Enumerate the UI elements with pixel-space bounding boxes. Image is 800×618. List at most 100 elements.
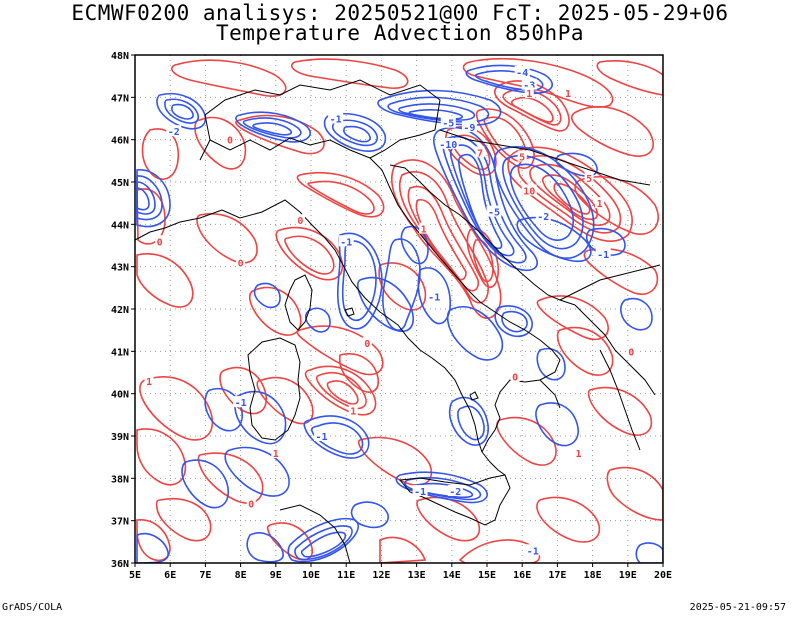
contour-label-bg [514, 65, 530, 77]
lat-lon-grid [135, 55, 663, 563]
contour-label: 1 [146, 377, 152, 388]
lat-tick-label: 38N [111, 474, 129, 485]
contour-label: -1 [414, 487, 426, 498]
contour-label-bg [535, 209, 551, 221]
lat-tick-label: 43N [111, 263, 129, 274]
lat-tick-label: 40N [111, 390, 129, 401]
lat-tick-label: 48N [111, 51, 129, 62]
contour-label: 1 [421, 225, 427, 236]
contour-label-bg [338, 235, 354, 247]
lat-tick-label: 45N [111, 178, 129, 189]
lon-tick-label: 11E [337, 570, 355, 581]
contour-label: 0 [238, 258, 244, 269]
contour-label-bg [155, 235, 165, 247]
contour-label-bg [584, 171, 594, 183]
contour-label-bg [426, 290, 442, 302]
contour-label-bg [419, 222, 429, 234]
contour-label-bg [574, 446, 584, 458]
contour-labels: -2 -1 -5 -9 -10 -4 -3 -2 -5 -1 -1 -2 -1 -1 -1 -1 -1 1 1 5 5 1… [144, 65, 636, 557]
contour-label-bg [233, 396, 249, 408]
contour-label-bg [236, 256, 246, 268]
contour-label-bg [510, 370, 520, 382]
contour-label: -1 [316, 432, 328, 443]
contour-label: 1 [273, 449, 279, 460]
contour-label: 1 [565, 89, 571, 100]
contour-label-bg [362, 336, 372, 348]
contour-label-bg [225, 133, 235, 145]
contour-label-bg [461, 120, 477, 132]
lon-tick-label: 8E [235, 570, 247, 581]
contour-label-bg [166, 125, 182, 137]
contour-label-bg [348, 404, 358, 416]
contour-label-bg [246, 497, 256, 509]
lon-tick-label: 14E [443, 570, 461, 581]
contour-label: -1 [428, 292, 440, 303]
contour-label: -1 [235, 398, 247, 409]
contour-label: -9 [463, 123, 475, 134]
lat-tick-label: 41N [111, 347, 129, 358]
lon-tick-label: 18E [584, 570, 602, 581]
contour-label-bg [328, 112, 344, 124]
contour-label-bg [521, 184, 537, 196]
longitude-labels: 5E 6E 7E 8E 9E 10E 11E 12E 13E 14E 15E 16E 17E 18E 19E… [129, 570, 672, 581]
contour-label-bg [437, 137, 459, 149]
contour-label: 1 [576, 449, 582, 460]
contour-label: -1 [597, 250, 609, 261]
contour-label-bg [314, 430, 330, 441]
lat-tick-label: 37N [111, 517, 129, 528]
lon-tick-label: 5E [129, 570, 141, 581]
contour-label-bg [626, 345, 636, 357]
chart-title: ECMWF0200 analisys: 20250521@00 FcT: 202… [71, 1, 729, 25]
lat-tick-label: 47N [111, 93, 129, 104]
contour-label-bg [271, 446, 281, 458]
contour-label: -10 [439, 140, 457, 151]
contour-label-bg [521, 78, 537, 90]
contour-label: 0 [157, 237, 163, 248]
lon-tick-label: 15E [478, 570, 496, 581]
footer-credit: GrADS/COLA [2, 602, 63, 613]
contour-label-bg [517, 150, 527, 162]
chart-subtitle: Temperature Advection 850hPa [215, 21, 584, 45]
lon-tick-label: 17E [548, 570, 566, 581]
lon-tick-label: 9E [270, 570, 282, 581]
contour-label: 0 [628, 347, 634, 358]
contour-label: -5 [488, 208, 500, 219]
lon-tick-label: 12E [372, 570, 390, 581]
contour-label: -2 [168, 127, 180, 138]
contour-label: 1 [597, 199, 603, 210]
contour-label: 0 [297, 216, 303, 227]
coastlines [135, 79, 661, 563]
contour-label-bg [595, 197, 605, 209]
contour-label-bg [563, 87, 573, 99]
contour-label-bg [525, 544, 541, 556]
contour-label: -4 [516, 68, 528, 79]
contour-label: 0 [512, 373, 518, 384]
latitude-labels: 36N 37N 38N 39N 40N 41N 42N 43N 44N 45N 46N 47N 48N [111, 51, 129, 570]
contour-label: 10 [523, 186, 535, 197]
contour-label-bg [412, 485, 428, 497]
contour-label: -3 [523, 81, 535, 92]
contour-label: -5 [442, 119, 454, 130]
contour-label-bg [524, 87, 534, 99]
contour-label: 0 [248, 500, 254, 511]
contour-label: -1 [330, 115, 342, 126]
contour-label: 5 [586, 174, 592, 185]
contour-label-bg [447, 485, 463, 497]
footer-timestamp: 2025-05-21-09:57 [689, 602, 786, 613]
contour-label-bg [440, 116, 456, 128]
lat-tick-label: 42N [111, 305, 129, 316]
lon-tick-label: 13E [408, 570, 426, 581]
lat-tick-label: 39N [111, 432, 129, 443]
contour-label: 0 [227, 136, 233, 147]
lon-tick-label: 10E [302, 570, 320, 581]
lon-tick-label: 7E [199, 570, 211, 581]
lon-tick-label: 19E [619, 570, 637, 581]
contour-label: 5 [519, 153, 525, 164]
contour-label-bg [144, 374, 154, 386]
contour-label-bg [475, 146, 485, 158]
contour-label: 1 [526, 89, 532, 100]
contour-label: -1 [340, 237, 352, 248]
lon-tick-label: 16E [513, 570, 531, 581]
contour-label: -2 [537, 212, 549, 223]
